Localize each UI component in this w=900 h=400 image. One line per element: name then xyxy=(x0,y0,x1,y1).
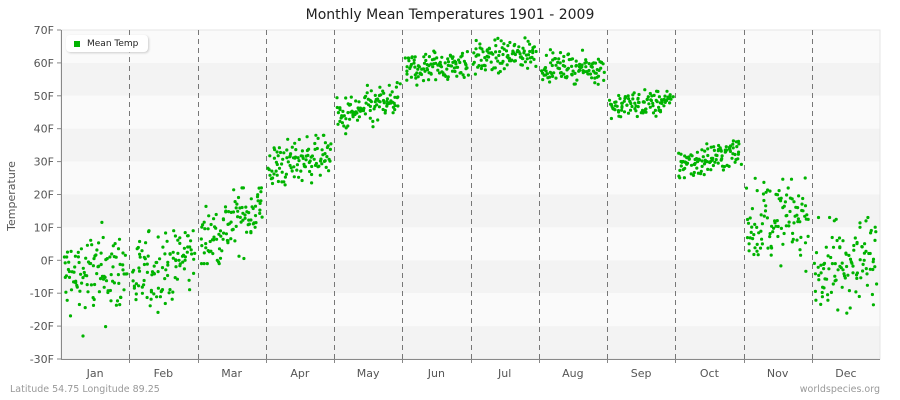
x-tick-label: Sep xyxy=(631,367,652,380)
coordinates-caption: Latitude 54.75 Longitude 89.25 xyxy=(10,384,160,395)
x-tick-label: Dec xyxy=(835,367,856,380)
x-tick-label: Apr xyxy=(290,367,310,380)
data-points xyxy=(62,36,879,338)
chart-title: Monthly Mean Temperatures 1901 - 2009 xyxy=(305,7,595,23)
y-axis-label: Temperature xyxy=(5,161,18,232)
x-tick-label: Jun xyxy=(427,367,445,380)
legend[interactable]: Mean Temp xyxy=(66,35,149,52)
y-tick-label: -20F xyxy=(30,320,54,333)
background-bands xyxy=(60,29,881,360)
axes: 70F 60F 50F 40F 30F 20F 10F 0F -10F -20F -30F Jan Fe… xyxy=(30,24,880,380)
legend-label: Mean Temp xyxy=(87,38,139,49)
x-tick-label: Feb xyxy=(154,367,173,380)
y-tick-label: 50F xyxy=(34,90,54,103)
x-tick-label: Aug xyxy=(562,367,583,380)
legend-swatch xyxy=(74,40,80,47)
y-tick-label: -30F xyxy=(30,353,54,366)
y-tick-label: 20F xyxy=(34,189,54,202)
x-tick-label: Nov xyxy=(767,367,789,380)
x-tick-label: Jan xyxy=(86,367,104,380)
y-tick-label: -10F xyxy=(30,287,54,300)
x-tick-label: Jul xyxy=(497,367,511,380)
x-tick-label: Oct xyxy=(700,367,720,380)
y-tick-label: 40F xyxy=(34,123,54,136)
x-tick-label: Mar xyxy=(221,367,242,380)
source-link[interactable]: worldspecies.org xyxy=(799,384,880,395)
month-dividers xyxy=(129,30,813,359)
x-tick-label: May xyxy=(357,367,380,380)
y-tick-label: 60F xyxy=(34,57,54,70)
y-tick-label: 0F xyxy=(41,254,54,267)
y-tick-label: 30F xyxy=(34,156,54,169)
y-tick-label: 70F xyxy=(34,24,54,37)
y-tick-label: 10F xyxy=(34,221,54,234)
